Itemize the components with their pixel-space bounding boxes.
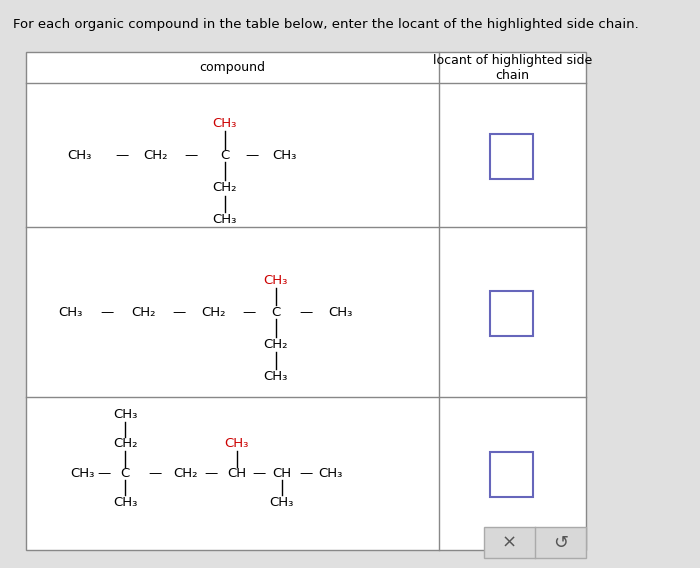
Text: locant of highlighted side
chain: locant of highlighted side chain [433,54,592,82]
Text: CH₂: CH₂ [202,306,226,319]
Text: CH₂: CH₂ [143,149,167,162]
Text: CH₃: CH₃ [264,370,288,383]
Text: ×: × [502,533,517,552]
Text: ↺: ↺ [553,533,568,552]
Text: CH₃: CH₃ [270,496,294,509]
Text: —: — [116,149,129,162]
Text: C: C [271,306,281,319]
Text: CH₃: CH₃ [318,467,342,480]
Text: CH₃: CH₃ [212,116,237,130]
Text: —: — [185,149,198,162]
Text: CH₂: CH₂ [131,306,155,319]
Text: compound: compound [199,61,265,74]
FancyBboxPatch shape [489,452,533,497]
Text: CH₃: CH₃ [225,437,248,450]
Text: CH: CH [227,467,246,480]
Text: CH₂: CH₂ [212,181,237,194]
Text: CH₃: CH₃ [59,306,83,319]
FancyBboxPatch shape [489,291,533,336]
Text: —: — [97,467,111,480]
Text: CH₃: CH₃ [113,408,137,421]
Text: C: C [220,149,229,162]
Text: CH₂: CH₂ [113,437,137,450]
Text: CH₃: CH₃ [273,149,297,162]
FancyBboxPatch shape [489,134,533,179]
Text: —: — [245,149,258,162]
Text: CH₃: CH₃ [68,149,92,162]
Text: CH: CH [272,467,291,480]
Text: CH₃: CH₃ [71,467,95,480]
Text: —: — [148,467,162,480]
Text: —: — [100,306,113,319]
Text: —: — [253,467,266,480]
FancyBboxPatch shape [484,527,587,558]
Text: —: — [204,467,218,480]
Text: —: — [173,306,186,319]
Text: CH₃: CH₃ [212,214,237,226]
Text: —: — [242,306,256,319]
FancyBboxPatch shape [25,52,587,550]
Text: CH₃: CH₃ [113,496,137,509]
Text: CH₂: CH₂ [173,467,197,480]
Text: CH₃: CH₃ [264,274,288,286]
Text: C: C [120,467,130,480]
Text: For each organic compound in the table below, enter the locant of the highlighte: For each organic compound in the table b… [13,18,639,31]
Text: —: — [300,306,313,319]
Text: —: — [300,467,313,480]
Text: CH₃: CH₃ [328,306,353,319]
Text: CH₂: CH₂ [264,338,288,351]
